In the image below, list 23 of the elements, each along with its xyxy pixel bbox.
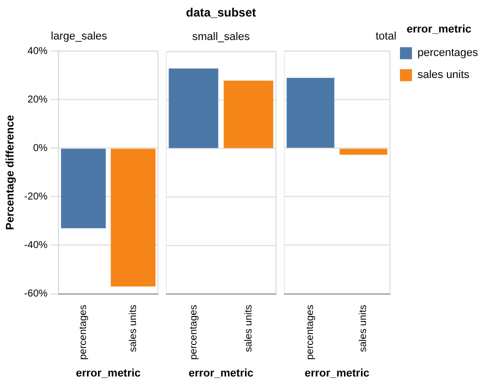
chart-subtitle: total xyxy=(376,30,396,43)
y-tick-label: -40% xyxy=(24,240,48,251)
y-tick-label: 20% xyxy=(28,94,48,106)
chart-title: data_subset xyxy=(186,6,256,20)
x-tick-label: sales units xyxy=(358,304,370,352)
x-axis-title: error_metric xyxy=(188,367,254,380)
chart-subtitle: large_sales xyxy=(50,30,108,43)
x-tick-label: percentages xyxy=(188,304,200,360)
x-tick-label: percentages xyxy=(78,304,90,360)
x-tick-label: sales units xyxy=(243,304,254,352)
y-tick-label: 0% xyxy=(33,142,48,154)
x-tick-label: percentages xyxy=(305,304,316,360)
x-axis-title: error_metric xyxy=(76,367,141,380)
x-tick-label: sales units xyxy=(128,304,139,352)
y-tick-label: -60% xyxy=(24,288,48,300)
legend-label: percentages xyxy=(417,47,478,60)
legend-label: sales units xyxy=(417,69,470,82)
y-axis-title: Percentage difference xyxy=(4,115,17,230)
chart-subtitle: small_sales xyxy=(192,31,250,44)
legend-title: error_metric xyxy=(406,24,472,36)
y-tick-label: -20% xyxy=(24,191,48,202)
x-axis-title: error_metric xyxy=(304,367,370,380)
y-tick-label: 40% xyxy=(28,46,48,57)
